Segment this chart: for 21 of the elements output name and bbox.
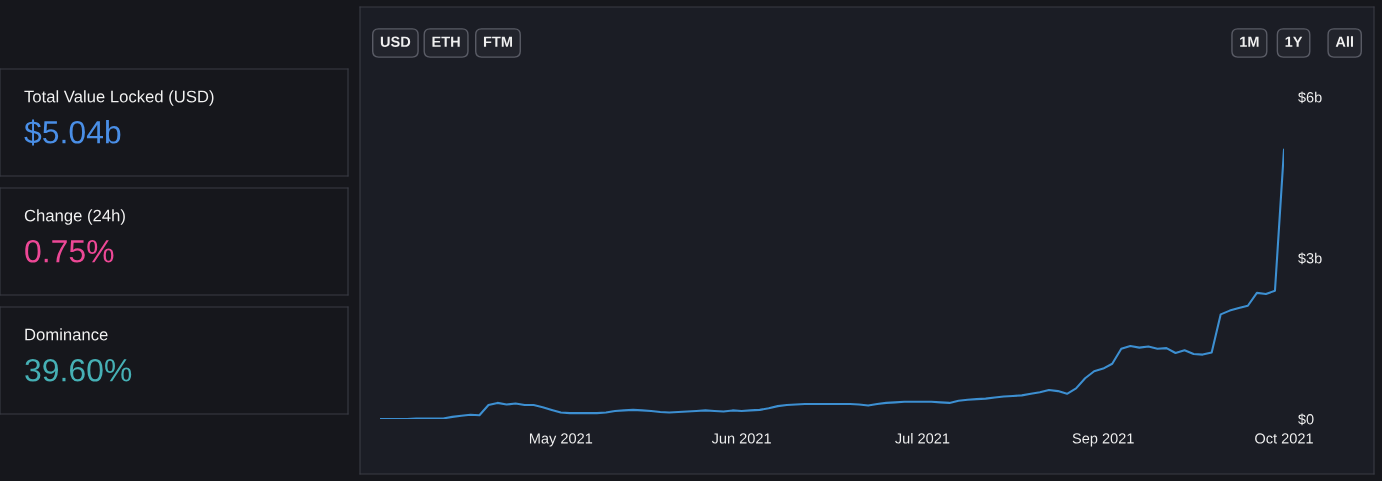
- text: FTM: [483, 36, 512, 47]
- y-tick-label: $0: [1298, 413, 1314, 426]
- line-series: [380, 148, 1284, 419]
- y-tick-label: $6b: [1298, 91, 1322, 104]
- text: Dominance: [25, 328, 108, 341]
- x-tick-label: Jul 2021: [895, 432, 950, 444]
- x-tick-label: Sep 2021: [1072, 433, 1134, 447]
- text: 1M: [1240, 36, 1259, 47]
- text: All: [1335, 36, 1353, 47]
- text: $5.04b: [24, 119, 121, 146]
- text: 39.60%: [25, 358, 132, 382]
- x-tick-label: May 2021: [529, 433, 593, 447]
- y-tick-label: $3b: [1298, 252, 1322, 265]
- text: Change (24h): [24, 209, 125, 225]
- text: Total Value Locked (USD): [24, 90, 214, 106]
- x-tick-label: Oct 2021: [1255, 433, 1313, 444]
- text: ETH: [432, 36, 460, 47]
- text: USD: [380, 36, 411, 47]
- text: 1Y: [1285, 36, 1303, 47]
- text: 0.75%: [25, 239, 114, 263]
- x-tick-label: Jun 2021: [711, 433, 771, 444]
